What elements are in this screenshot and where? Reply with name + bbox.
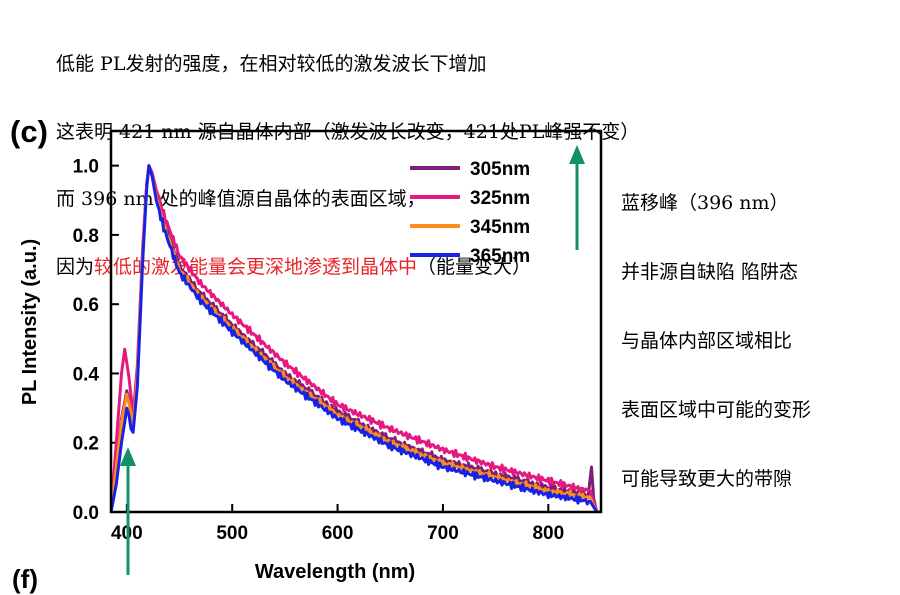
- side-note-line-2: 并非源自缺陷 陷阱态: [621, 261, 799, 283]
- note-line-1: 低能 PL发射的强度，在相对较低的激发波长下增加: [56, 53, 487, 75]
- series-layer: [111, 164, 601, 512]
- x-tick-label: 500: [216, 523, 248, 544]
- side-notes: 蓝移峰（396 nm） 并非源自缺陷 陷阱态 与晶体内部区域相比 表面区域中可能…: [621, 146, 811, 514]
- y-tick-label: 0.6: [73, 295, 99, 316]
- x-tick-label: 600: [322, 523, 354, 544]
- legend: 305nm 325nm 345nm 365nm: [410, 159, 530, 267]
- side-note-line-4: 表面区域中可能的变形: [621, 399, 812, 421]
- note-line-4-prefix: 因为: [56, 255, 95, 278]
- x-tick-label: 800: [532, 523, 564, 544]
- y-tick-label: 0.8: [73, 226, 99, 247]
- series-line-365nm: [111, 164, 601, 512]
- x-axis-title: Wavelength (nm): [255, 561, 415, 583]
- legend-label: 325nm: [470, 188, 530, 209]
- y-axis-title: PL Intensity (a.u.): [19, 239, 41, 405]
- note-line-4-suffix: （能量变大）: [417, 255, 532, 278]
- note-line-3: 而 396 nm 处的峰值源自晶体的表面区域，: [56, 188, 426, 210]
- series-line-345nm: [111, 164, 601, 512]
- side-note-line-3: 与晶体内部区域相比: [621, 330, 793, 352]
- legend-label: 305nm: [470, 159, 530, 180]
- ticks-layer: 4005006007008000.00.20.40.60.81.0: [73, 157, 565, 544]
- arrow-up-right-icon: [569, 145, 585, 164]
- side-note-line-1: 蓝移峰（396 nm）: [621, 192, 789, 214]
- x-tick-label: 700: [427, 523, 459, 544]
- series-line-325nm: [111, 164, 601, 512]
- panel-label: (c): [10, 114, 48, 149]
- y-tick-label: 0.4: [73, 364, 100, 385]
- annotation-arrows: [120, 145, 585, 575]
- legend-label: 345nm: [470, 217, 530, 238]
- plot-frame: [109, 129, 603, 514]
- side-note-line-5: 可能导致更大的带隙: [621, 468, 793, 490]
- y-tick-label: 0.0: [73, 503, 99, 524]
- y-tick-label: 1.0: [73, 157, 99, 178]
- arrow-up-peak-icon: [120, 447, 136, 466]
- y-tick-label: 0.2: [73, 434, 99, 455]
- legend-label: 365nm: [470, 246, 530, 267]
